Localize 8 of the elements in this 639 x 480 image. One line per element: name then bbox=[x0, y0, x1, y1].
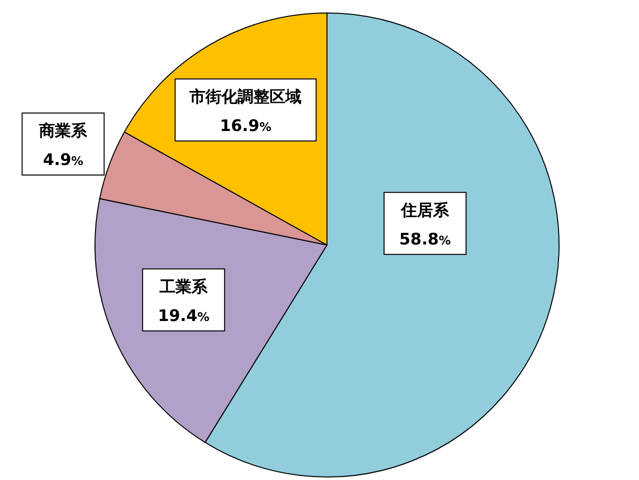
data-label: 4.9% bbox=[42, 150, 84, 170]
data-label: 58.8% bbox=[399, 229, 451, 248]
data-label: 16.9% bbox=[220, 116, 272, 135]
slice-label: 工業系 bbox=[158, 276, 209, 296]
slice-label: 市街化調整区域 bbox=[188, 86, 302, 106]
slice-label: 住居系 bbox=[400, 200, 450, 220]
slice-label: 商業系 bbox=[38, 121, 88, 140]
data-label: 19.4% bbox=[158, 306, 210, 325]
